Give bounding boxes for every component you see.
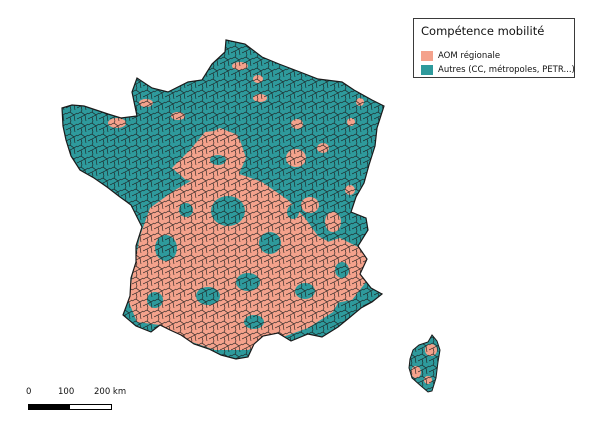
scale-segment-black [29, 405, 70, 409]
legend-label-autres: Autres (CC, métropoles, PETR...) [438, 65, 575, 75]
scale-segment-white [70, 405, 111, 409]
map-legend: Compétence mobilité AOM régionale Autres… [413, 18, 575, 78]
legend-label-aom-regionale: AOM régionale [438, 51, 501, 61]
scale-bar: 0 100 200 km [24, 387, 164, 413]
scale-label-0: 0 [26, 387, 32, 397]
legend-swatch-autres [421, 65, 433, 75]
legend-item-aom-regionale: AOM régionale [421, 50, 500, 62]
scale-bar-graphic [28, 404, 112, 410]
legend-item-autres: Autres (CC, métropoles, PETR...) [421, 64, 575, 76]
corsica [408, 334, 441, 393]
scale-label-100: 100 [58, 387, 75, 397]
scale-label-200: 200 km [94, 387, 127, 397]
legend-swatch-aom-regionale [421, 51, 433, 61]
legend-title: Compétence mobilité [421, 24, 545, 38]
